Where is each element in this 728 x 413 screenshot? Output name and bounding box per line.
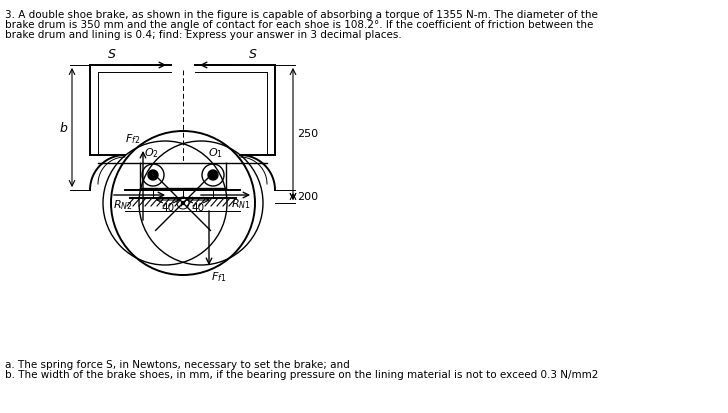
Text: $S$: $S$ [107,48,116,61]
Text: $b$: $b$ [59,121,68,135]
Text: a. The spring force S, in Newtons, necessary to set the brake; and: a. The spring force S, in Newtons, neces… [5,360,349,370]
Circle shape [148,170,158,180]
Circle shape [181,202,184,204]
Text: $O_2$: $O_2$ [143,146,159,160]
Text: brake drum is 350 mm and the angle of contact for each shoe is 108.2°. If the co: brake drum is 350 mm and the angle of co… [5,20,593,30]
Text: 40: 40 [162,203,175,213]
Text: 40: 40 [191,203,205,213]
Text: $R_{N2}$: $R_{N2}$ [113,198,132,212]
Text: 3. A double shoe brake, as shown in the figure is capable of absorbing a torque : 3. A double shoe brake, as shown in the … [5,10,598,20]
Text: $S$: $S$ [248,48,258,61]
Text: 250: 250 [297,129,318,139]
Text: 200: 200 [297,192,318,202]
Text: b. The width of the brake shoes, in mm, if the bearing pressure on the lining ma: b. The width of the brake shoes, in mm, … [5,370,598,380]
Text: $R_{N1}$: $R_{N1}$ [232,197,251,211]
Text: $F_{f1}$: $F_{f1}$ [211,270,226,284]
Text: brake drum and lining is 0.4; find: Express your answer in 3 decimal places.: brake drum and lining is 0.4; find: Expr… [5,30,402,40]
Circle shape [208,170,218,180]
Text: $F_{f2}$: $F_{f2}$ [124,132,140,146]
Text: $O_1$: $O_1$ [207,146,223,160]
